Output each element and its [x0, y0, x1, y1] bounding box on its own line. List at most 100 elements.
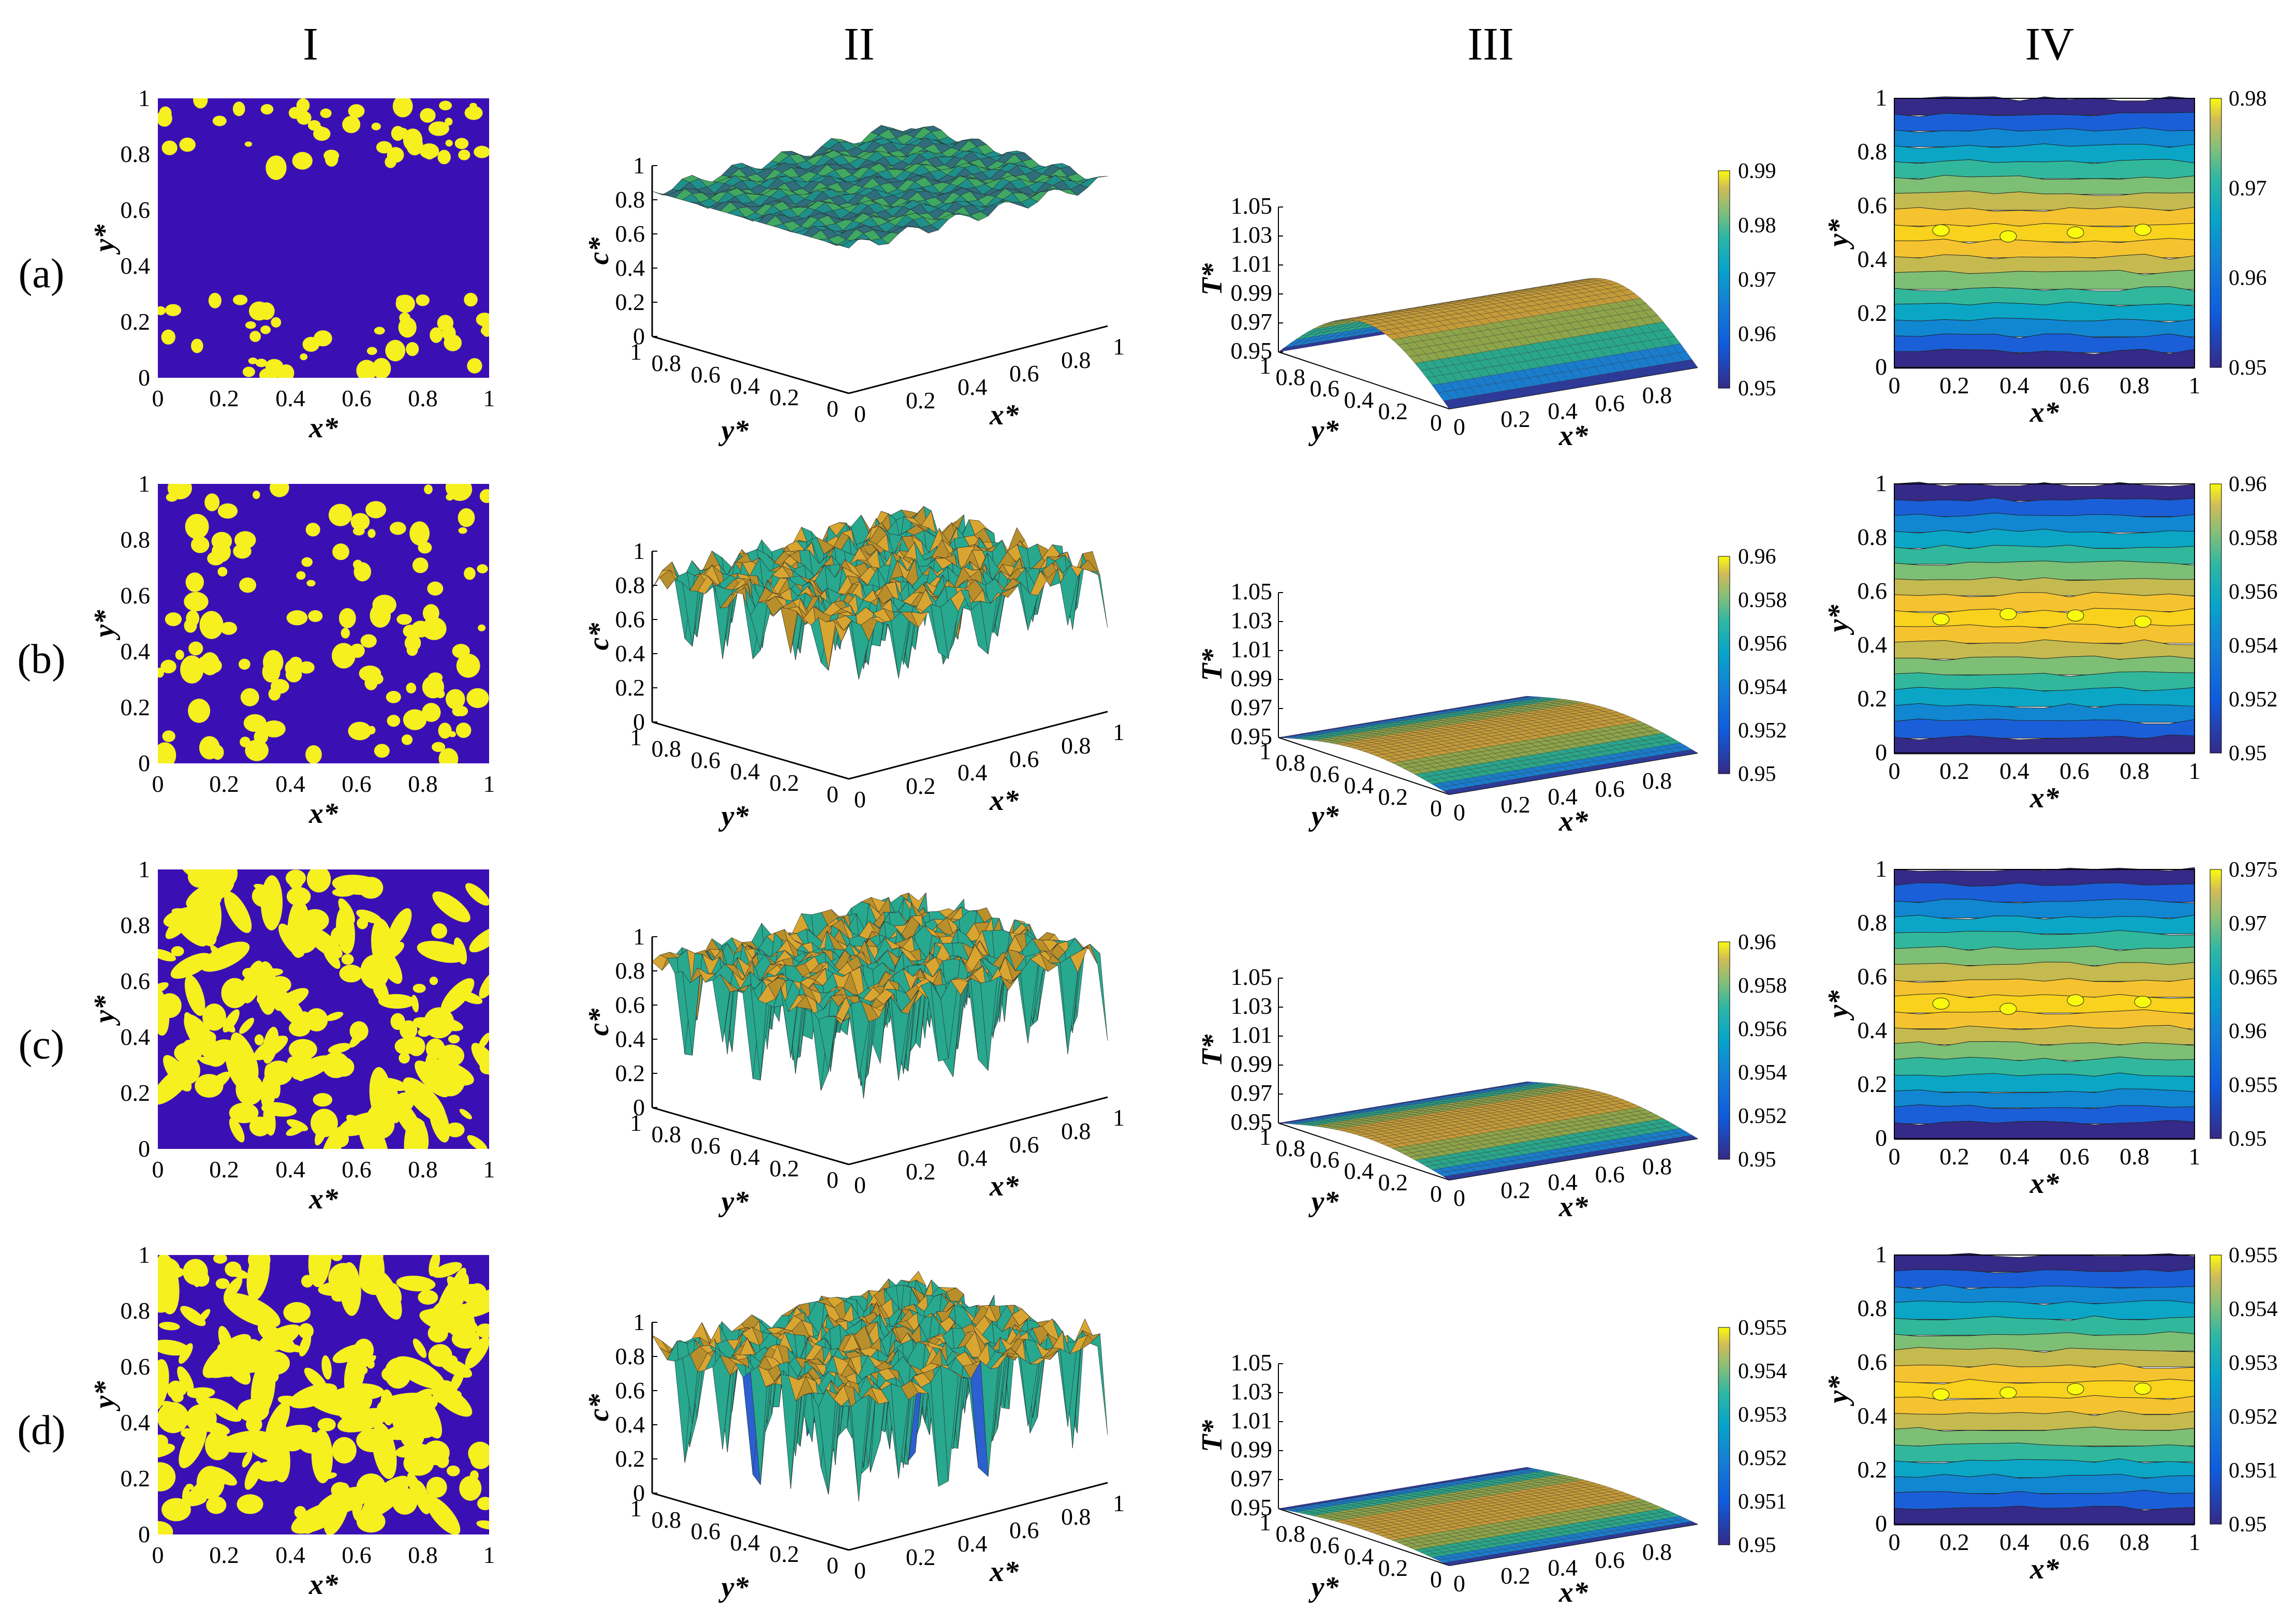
colorbar-tick-label: 0.98 [2229, 87, 2267, 111]
x-tick-label: 0 [1889, 758, 1901, 784]
temperature-surface-plot: 0.950.970.991.011.031.05T*1 0.8 0.6 0.4 0.2 0… [1196, 159, 1776, 452]
yellow-domain [165, 612, 182, 626]
yellow-domain [394, 1038, 416, 1055]
yellow-domain [267, 158, 283, 173]
yellow-domain [185, 572, 204, 592]
yellow-domain [359, 665, 381, 682]
y-tick-label: 1 [630, 724, 642, 750]
y-tick-label: 0.4 [1344, 772, 1374, 799]
x-axis-label: x* [1558, 805, 1588, 837]
y-axis-label: y* [89, 610, 121, 641]
yellow-domain [406, 342, 419, 356]
colorbar-tick-label: 0.95 [2229, 356, 2267, 380]
contour-band [1894, 159, 2195, 179]
y-tick-label: 0.4 [1344, 387, 1374, 413]
concentration-surface-plot: 00.20.40.60.81c*1 0.8 0.6 0.4 0.2 0 00.20.40.6… [583, 506, 1125, 832]
yellow-domain [357, 917, 369, 929]
yellow-domain [301, 557, 313, 567]
yellow-domain [161, 329, 175, 345]
x-tick-label: 0.8 [2119, 372, 2150, 398]
x-tick-label: 0.6 [1009, 746, 1039, 772]
yellow-domain [365, 501, 387, 519]
row-label: (d) [17, 1408, 65, 1453]
y-tick-label: 0 [1875, 739, 1887, 765]
y-axis-label: y* [89, 995, 121, 1026]
surface-mesh [1278, 696, 1698, 795]
yellow-domain [327, 1143, 342, 1149]
yellow-domain [458, 149, 470, 160]
yellow-domain [341, 628, 350, 639]
yellow-domain [413, 983, 426, 993]
z-tick-label: 0.4 [615, 1026, 645, 1052]
y-tick-label: 0.8 [1276, 749, 1306, 776]
yellow-domain [338, 608, 356, 628]
x-tick-label: 0 [152, 385, 164, 411]
x-tick-label: 0.6 [1009, 1131, 1039, 1158]
surface-mesh [652, 892, 1108, 1099]
yellow-domain [389, 522, 406, 535]
yellow-domain [260, 104, 274, 115]
y-tick-label: 0 [1430, 409, 1442, 436]
yellow-domain [202, 1003, 226, 1031]
z-tick-label: 1 [633, 538, 645, 564]
contour-band [1894, 482, 2195, 501]
colorbar-tick-label: 0.95 [1738, 762, 1776, 786]
yellow-domain [162, 730, 175, 742]
z-tick-label: 0.99 [1231, 279, 1273, 306]
y-tick-label: 0.4 [121, 1024, 151, 1050]
yellow-domain [467, 358, 482, 374]
y-tick-label: 0.2 [121, 694, 151, 720]
yellow-domain [464, 106, 483, 120]
x-tick-label: 0.6 [1595, 775, 1625, 802]
y-tick-label: 0.2 [770, 1155, 800, 1182]
yellow-domain [399, 312, 410, 323]
z-tick-label: 1.05 [1231, 578, 1273, 604]
colorbar-tick-label: 0.97 [1738, 268, 1776, 292]
yellow-domain [428, 672, 443, 683]
yellow-domain [296, 98, 310, 113]
yellow-domain [185, 513, 209, 539]
y-tick-label: 0.6 [691, 361, 721, 388]
y-tick-label: 0 [827, 395, 838, 422]
y-tick-label: 1 [1259, 738, 1271, 764]
yellow-domain [439, 100, 452, 111]
yellow-domain [423, 147, 436, 160]
yellow-domain [183, 1039, 196, 1052]
yellow-domain [242, 968, 255, 979]
yellow-domain [306, 580, 316, 587]
surface-mesh [1278, 1081, 1698, 1180]
yellow-domain [406, 644, 418, 656]
z-tick-label: 0.8 [615, 186, 645, 213]
yellow-domain [175, 1056, 200, 1085]
y-tick-label: 0.4 [1344, 1158, 1374, 1184]
hot-spot [1999, 608, 2017, 621]
yellow-domain [448, 731, 457, 737]
y-tick-label: 0 [138, 364, 150, 391]
row-label: (a) [19, 251, 65, 297]
yellow-domain [372, 358, 391, 378]
z-tick-label: 0.8 [615, 957, 645, 984]
yellow-domain [305, 745, 322, 763]
yellow-domain [262, 649, 284, 675]
z-tick-label: 1.03 [1231, 993, 1273, 1019]
yellow-domain [296, 571, 306, 580]
yellow-domain [386, 690, 401, 703]
y-tick-label: 0.8 [1276, 364, 1306, 390]
z-tick-label: 0.6 [615, 992, 645, 1018]
morphology-plot: 0 0.2 0.4 0.6 0.8 100.20.40.60.81x*y* [89, 85, 495, 444]
hot-spot [1999, 230, 2017, 243]
yellow-domain [399, 1020, 418, 1040]
hot-spot [1932, 224, 1950, 237]
contour-band [1894, 592, 2195, 612]
yellow-domain [190, 536, 210, 553]
z-tick-label: 1 [633, 923, 645, 950]
z-tick-label: 0.99 [1231, 1051, 1273, 1077]
yellow-domain [264, 367, 274, 378]
x-tick-label: 0.8 [1061, 732, 1091, 759]
colorbar [2210, 483, 2222, 754]
yellow-domain [396, 614, 412, 625]
row-labels: (a)(b)(c)(d) [17, 251, 65, 1453]
y-axis-label: y* [718, 800, 749, 832]
yellow-domain [427, 581, 444, 596]
y-tick-label: 0.4 [730, 758, 760, 785]
